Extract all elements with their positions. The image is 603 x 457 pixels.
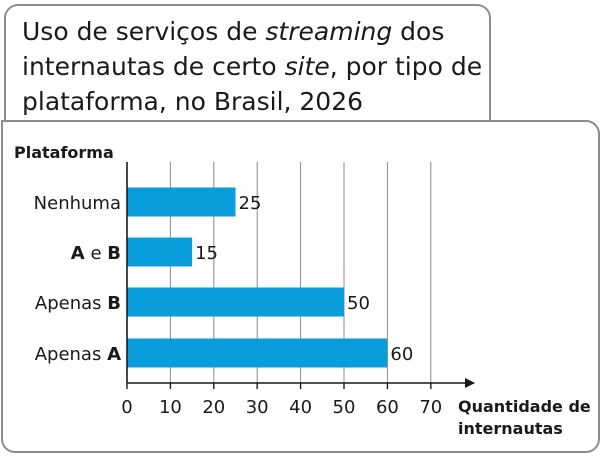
category-label: A e B [71, 243, 121, 264]
category-label-part: Apenas [35, 344, 107, 365]
bar [127, 338, 388, 368]
bar [127, 237, 193, 267]
category-label-part: Nenhuma [34, 193, 121, 214]
title-part-3: dos internautas de certo [22, 17, 445, 81]
x-tick-label: 70 [419, 397, 442, 418]
data-label: 25 [239, 193, 262, 214]
x-tick-label: 20 [202, 397, 225, 418]
bar [127, 187, 236, 217]
bars [127, 187, 388, 368]
category-label: Apenas A [35, 344, 121, 365]
title-part-streaming: streaming [265, 17, 393, 46]
category-label-part: B [107, 293, 121, 314]
bar [127, 287, 344, 317]
axes [126, 162, 475, 389]
category-label: Nenhuma [34, 193, 121, 214]
title-part-site: site [284, 52, 330, 81]
x-tick-label: 40 [289, 397, 312, 418]
data-label: 50 [347, 293, 370, 314]
x-tick-label: 50 [333, 397, 356, 418]
data-label: 15 [195, 243, 218, 264]
data-label: 60 [390, 344, 413, 365]
x-tick-label: 10 [159, 397, 182, 418]
chart-title: Uso de serviços de streaming dos interna… [22, 14, 492, 119]
x-tick-label: 0 [121, 397, 132, 418]
x-axis-title: internautas [458, 419, 563, 438]
category-label-part: e [85, 243, 108, 264]
title-part-1: Uso de serviços de [22, 17, 266, 46]
x-tick-label: 30 [246, 397, 269, 418]
category-label-part: Apenas [35, 293, 107, 314]
category-label-part: A [107, 344, 121, 365]
category-label: Apenas B [35, 293, 121, 314]
y-axis-title: Plataforma [14, 143, 114, 162]
category-label-part: A [71, 243, 85, 264]
category-label-part: B [107, 243, 121, 264]
x-axis-title: Quantidade de [458, 397, 591, 416]
title-panel: Uso de serviços de streaming dos interna… [4, 4, 491, 122]
title-part-5: , por tipo de plataforma, no Brasil, 202… [22, 52, 483, 116]
x-tick-label: 60 [376, 397, 399, 418]
